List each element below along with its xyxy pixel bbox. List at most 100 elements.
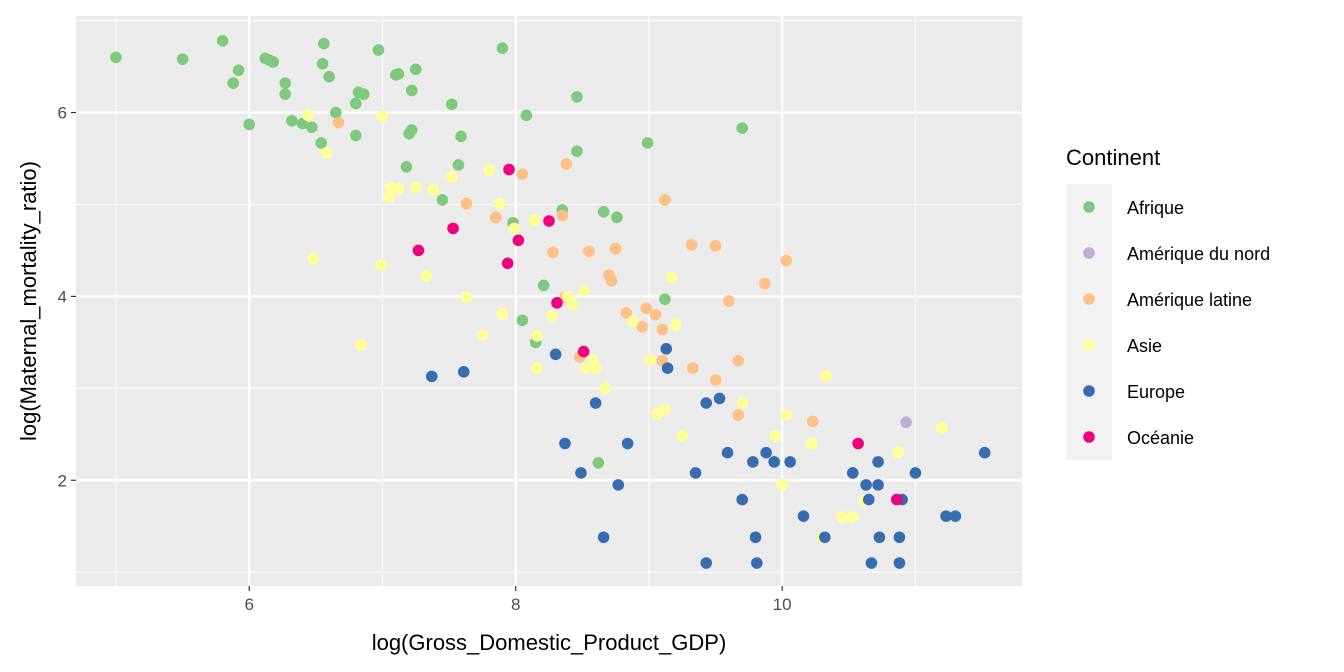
data-point: [769, 430, 782, 442]
data-point: [559, 437, 571, 450]
data-point: [978, 446, 991, 459]
data-point: [846, 511, 859, 523]
data-point: [676, 430, 689, 442]
data-point: [627, 315, 639, 328]
data-point: [660, 343, 673, 355]
data-point: [597, 531, 610, 544]
data-point: [649, 308, 662, 321]
data-point: [900, 416, 912, 429]
data-point: [599, 382, 611, 395]
data-point: [797, 510, 810, 522]
data-point: [819, 531, 831, 544]
data-point: [307, 252, 319, 265]
data-point: [611, 211, 623, 224]
data-point: [547, 246, 559, 259]
y-axis-title: log(Maternal_mortality_ratio): [16, 161, 41, 441]
data-point: [405, 124, 418, 136]
data-point: [640, 302, 653, 315]
data-point: [846, 467, 859, 479]
y-tick-label: 6: [58, 104, 67, 123]
x-tick-label: 6: [244, 595, 253, 614]
data-point: [723, 295, 735, 307]
data-point: [784, 456, 796, 468]
data-point: [759, 277, 771, 290]
data-point: [545, 309, 558, 322]
data-point: [860, 479, 872, 491]
data-point: [302, 109, 314, 122]
data-point: [940, 510, 952, 522]
data-point: [286, 115, 298, 127]
data-point: [892, 446, 904, 459]
plot-panel: [76, 16, 1022, 586]
data-point: [909, 467, 922, 479]
data-point: [760, 446, 772, 459]
legend-key-background: [1066, 184, 1112, 460]
data-point: [700, 397, 713, 409]
data-point: [751, 557, 763, 569]
data-point: [577, 345, 590, 358]
data-point: [736, 122, 748, 134]
data-point: [531, 330, 543, 342]
data-point: [641, 137, 654, 149]
data-point: [776, 479, 788, 491]
data-point: [659, 293, 671, 305]
data-point: [862, 493, 875, 506]
data-point: [501, 257, 514, 270]
legend-label: Afrique: [1127, 198, 1184, 218]
data-point: [549, 348, 562, 361]
data-point: [687, 362, 699, 374]
data-point: [807, 415, 819, 428]
data-point: [583, 245, 595, 258]
data-point: [575, 467, 587, 479]
data-point: [732, 354, 744, 367]
data-point: [872, 456, 884, 468]
data-point: [110, 51, 122, 64]
data-point: [315, 137, 327, 149]
data-point: [375, 259, 387, 271]
data-point: [689, 467, 702, 479]
data-point: [279, 88, 291, 100]
data-point: [669, 319, 682, 331]
data-point: [489, 211, 502, 224]
x-tick-label: 10: [773, 595, 792, 614]
data-point: [656, 323, 669, 336]
data-point: [267, 56, 279, 68]
legend-items: Afrique Amérique du nord Amérique latine As…: [1083, 198, 1270, 448]
data-point: [805, 437, 818, 450]
data-point: [567, 298, 579, 311]
data-point: [873, 531, 886, 544]
legend-key: [1083, 431, 1095, 443]
data-point: [820, 370, 832, 383]
data-point: [296, 117, 309, 130]
data-point: [372, 44, 385, 56]
data-point: [580, 362, 593, 374]
data-point: [543, 215, 555, 227]
data-point: [232, 64, 245, 77]
data-point: [768, 456, 780, 468]
data-point: [320, 147, 333, 159]
data-point: [436, 194, 449, 206]
data-point: [452, 159, 465, 171]
data-point: [528, 214, 541, 226]
data-point: [685, 239, 698, 251]
x-tick-label: 8: [511, 595, 520, 614]
data-point: [836, 511, 848, 523]
legend-key: [1083, 385, 1095, 397]
data-point: [227, 77, 240, 89]
data-point: [392, 183, 405, 195]
data-point: [936, 422, 948, 434]
data-point: [383, 191, 395, 203]
data-point: [392, 68, 405, 80]
data-point: [865, 557, 878, 569]
legend-label: Océanie: [1127, 428, 1194, 448]
data-point: [736, 493, 748, 506]
legend: Continent Afrique Amérique du nord Amériqu…: [1066, 145, 1270, 460]
data-point: [409, 63, 422, 76]
data-point: [636, 320, 649, 333]
data-point: [520, 109, 533, 122]
data-point: [589, 362, 602, 374]
y-tick-label: 4: [58, 287, 67, 306]
data-point: [709, 240, 722, 252]
data-point: [316, 58, 329, 70]
data-point: [659, 194, 671, 206]
